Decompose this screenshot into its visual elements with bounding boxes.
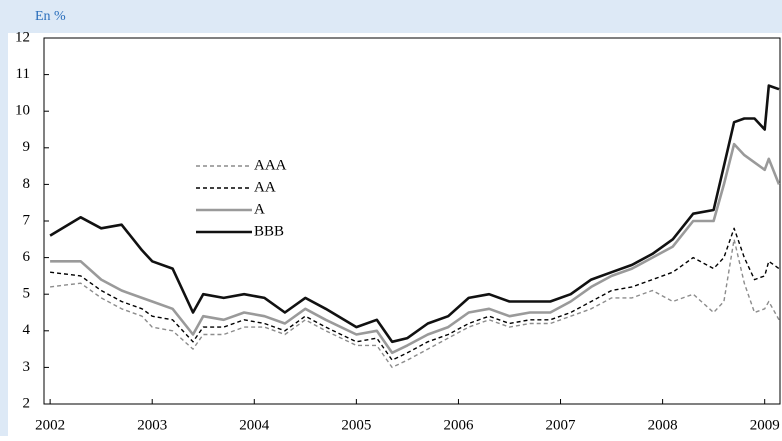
y-tick-label: 10 [15, 103, 30, 119]
unit-label: En % [35, 9, 66, 24]
legend-label: AAA [254, 157, 287, 173]
legend-label: BBB [254, 223, 284, 239]
y-tick-label: 4 [23, 322, 31, 338]
y-tick-label: 6 [23, 249, 31, 265]
y-tick-label: 5 [23, 286, 31, 302]
series-line [50, 227, 780, 361]
plot-frame [43, 37, 781, 405]
header-band [0, 0, 782, 33]
y-tick-label: 3 [23, 359, 31, 375]
x-tick-label: 2004 [239, 417, 270, 433]
legend-label: A [254, 201, 265, 217]
y-tick-label: 2 [23, 395, 31, 411]
y-tick-label: 9 [23, 139, 31, 155]
x-tick-label: 2002 [35, 417, 65, 433]
side-band [0, 33, 8, 436]
legend-label: AA [254, 179, 276, 195]
x-tick-label: 2008 [648, 417, 678, 433]
series-line [50, 238, 780, 369]
y-tick-label: 8 [23, 176, 31, 192]
x-tick-label: 2006 [443, 417, 474, 433]
x-tick-label: 2005 [341, 417, 371, 433]
y-tick-label: 7 [23, 212, 31, 228]
x-tick-label: 2007 [546, 417, 577, 433]
series-line [50, 142, 781, 355]
x-tick-label: 2009 [750, 417, 780, 433]
x-tick-label: 2003 [137, 417, 167, 433]
series-line [49, 84, 780, 344]
y-tick-label: 12 [15, 29, 30, 45]
y-tick-label: 11 [16, 66, 30, 82]
